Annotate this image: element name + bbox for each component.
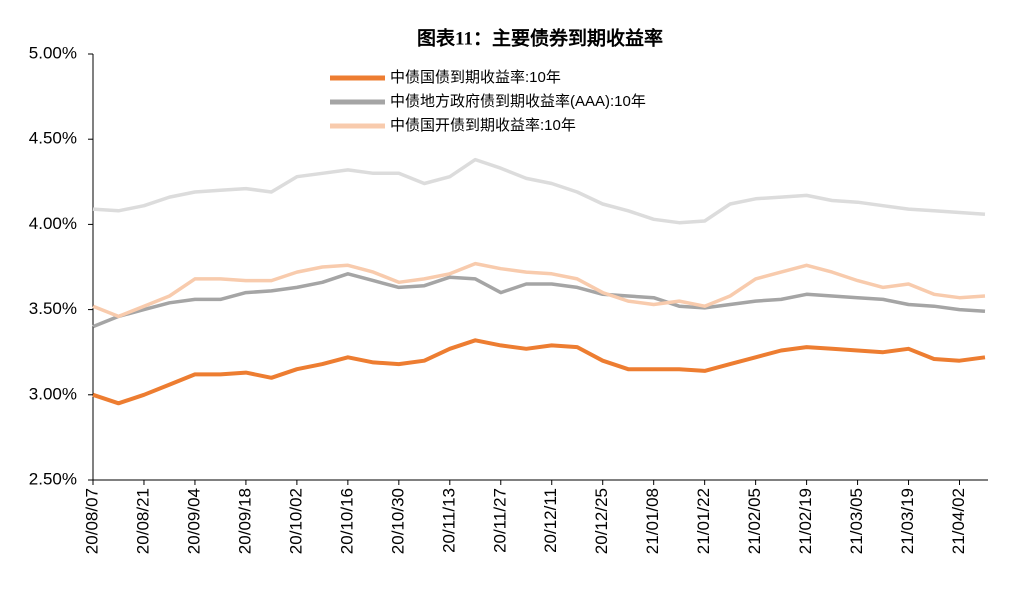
chart-title: 图表11：主要债券到期收益率 [417, 26, 663, 49]
y-tick-label: 2.50% [29, 469, 77, 488]
x-tick-label: 20/11/27 [490, 488, 509, 553]
x-tick-label: 21/01/22 [694, 488, 713, 554]
x-tick-label: 20/09/18 [235, 488, 254, 554]
y-tick-label: 4.50% [29, 129, 77, 148]
x-tick-label: 20/08/07 [82, 488, 101, 554]
x-tick-label: 20/11/13 [439, 488, 458, 553]
x-tick-label: 20/08/21 [133, 488, 152, 554]
x-tick-label: 20/10/02 [286, 488, 305, 554]
legend-label: 中债国债到期收益率:10年 [390, 69, 561, 86]
x-tick-label: 21/02/19 [796, 488, 815, 554]
x-tick-label: 21/01/08 [643, 488, 662, 554]
y-tick-label: 5.00% [29, 43, 77, 62]
series-line [92, 261, 986, 319]
legend-label: 中债地方政府债到期收益率(AAA):10年 [390, 93, 646, 110]
legend-label: 中债国开债到期收益率:10年 [390, 117, 576, 134]
series-line [92, 338, 986, 406]
series-line [92, 157, 986, 225]
x-tick-label: 20/12/11 [541, 488, 560, 553]
x-tick-label: 21/03/19 [898, 488, 917, 554]
x-tick-label: 20/12/25 [592, 488, 611, 554]
x-tick-label: 20/10/16 [337, 488, 356, 554]
y-tick-label: 4.00% [29, 214, 77, 233]
x-tick-label: 21/04/02 [949, 488, 968, 554]
x-tick-label: 20/09/04 [184, 488, 203, 554]
x-tick-label: 20/10/30 [388, 488, 407, 554]
x-tick-label: 21/03/05 [847, 488, 866, 554]
series-line [92, 272, 986, 329]
y-tick-label: 3.00% [29, 384, 77, 403]
x-tick-label: 21/02/05 [745, 488, 764, 554]
y-tick-label: 3.50% [29, 299, 77, 318]
